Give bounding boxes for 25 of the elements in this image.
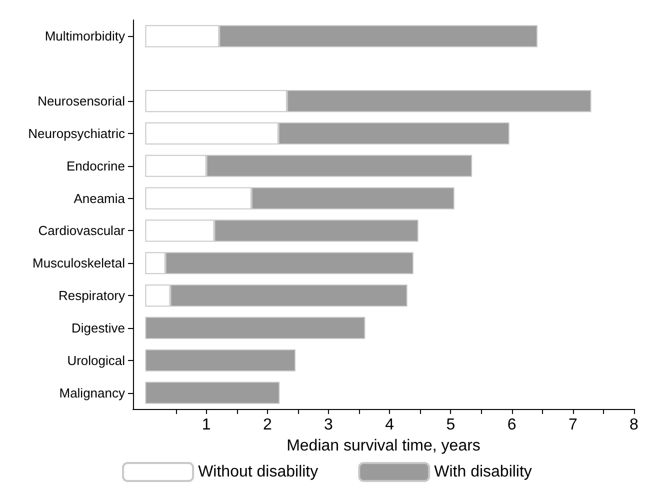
x-tick-label: 2 bbox=[262, 416, 272, 434]
y-tick-label: Malignancy bbox=[59, 385, 126, 400]
x-tick-label: 1 bbox=[202, 416, 211, 434]
x-tick-label: 3 bbox=[324, 416, 334, 434]
y-tick-label: Urological bbox=[67, 352, 126, 368]
y-tick-label: Multimorbidity bbox=[44, 28, 126, 44]
x-tick-label: 7 bbox=[568, 416, 578, 434]
x-axis-title: Median survival time, years bbox=[286, 437, 480, 454]
y-tick-label: Endocrine bbox=[66, 158, 125, 174]
x-tick-label: 4 bbox=[385, 416, 394, 434]
y-tick-label: Musculoskeletal bbox=[32, 256, 126, 271]
y-tick-label: Cardiovascular bbox=[38, 223, 126, 238]
x-tick-label: 5 bbox=[446, 416, 456, 434]
x-tick-label: 8 bbox=[630, 416, 639, 434]
bar bbox=[145, 349, 296, 372]
legend-label: With disability bbox=[434, 464, 532, 480]
bar bbox=[145, 382, 280, 404]
legend-label: Without disability bbox=[198, 464, 318, 480]
y-tick-label: Respiratory bbox=[58, 288, 126, 304]
x-tick-label: 6 bbox=[507, 416, 516, 434]
y-tick-label: Neurosensorial bbox=[38, 94, 126, 109]
y-tick-label: Neuropsychiatric bbox=[28, 126, 126, 141]
y-tick-label: Digestive bbox=[72, 320, 125, 336]
y-tick-label: Aneamia bbox=[74, 190, 126, 206]
bar bbox=[145, 316, 366, 339]
